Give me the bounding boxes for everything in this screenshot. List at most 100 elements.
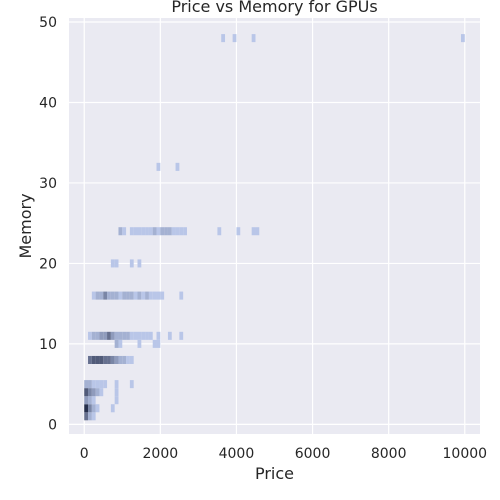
histogram-cell — [152, 227, 157, 236]
histogram-cell — [91, 396, 96, 405]
histogram-cell — [251, 34, 256, 43]
histogram-cell — [179, 291, 184, 300]
histogram-cell — [141, 291, 146, 300]
histogram-cell — [160, 291, 165, 300]
histogram-cell — [126, 291, 130, 300]
histogram-cells — [84, 34, 465, 421]
histogram-cell — [160, 227, 165, 236]
plot-background — [69, 18, 480, 434]
histogram-cell — [114, 396, 119, 405]
histogram-cell — [129, 331, 134, 340]
histogram-cell — [137, 259, 142, 268]
histogram-cell — [84, 396, 89, 405]
histogram-cell — [183, 227, 187, 236]
histogram-cell — [175, 227, 180, 236]
y-tick-label: 40 — [39, 95, 57, 111]
x-tick-label: 8000 — [371, 446, 407, 462]
histogram-cell — [460, 34, 465, 43]
histogram-cell — [133, 331, 138, 340]
histogram-cell — [114, 331, 119, 340]
histogram-cell — [133, 227, 138, 236]
histogram-cell — [122, 355, 127, 364]
histogram-cell — [99, 380, 104, 389]
histogram-cell — [167, 227, 172, 236]
histogram-cell — [84, 404, 89, 413]
histogram-cell — [107, 291, 111, 300]
histogram-cell — [221, 34, 226, 43]
histogram-cell — [88, 396, 92, 405]
histogram-cell — [88, 331, 92, 340]
histogram-cell — [137, 227, 142, 236]
histogram-cell — [118, 355, 123, 364]
histogram-cell — [141, 331, 146, 340]
histogram-cell — [110, 259, 115, 268]
histogram-cell — [114, 291, 119, 300]
histogram-cell — [110, 291, 115, 300]
histogram-cell — [114, 259, 119, 268]
histogram-cell — [145, 227, 149, 236]
histogram-cell — [91, 331, 96, 340]
histogram-cell — [175, 162, 180, 171]
histogram-cell — [129, 355, 134, 364]
histogram-cell — [95, 331, 100, 340]
histogram-cell — [91, 291, 96, 300]
histogram-cell — [126, 355, 130, 364]
histogram-cell — [114, 355, 119, 364]
x-tick-label: 0 — [80, 446, 89, 462]
x-tick-labels: 0 2000 4000 6000 8000 10000 — [80, 446, 487, 462]
histogram-cell — [110, 404, 115, 413]
histogram-cell — [88, 388, 92, 397]
histogram-cell — [84, 380, 89, 389]
histogram-cell — [179, 227, 184, 236]
histogram-cell — [122, 331, 127, 340]
histogram-cell — [99, 355, 104, 364]
x-tick-label: 10000 — [443, 446, 488, 462]
y-tick-label: 30 — [39, 176, 57, 192]
histogram-cell — [156, 227, 161, 236]
histogram-cell — [103, 380, 108, 389]
histogram-cell — [118, 227, 123, 236]
histogram-cell — [145, 331, 149, 340]
histogram-cell — [167, 331, 172, 340]
histogram-cell — [137, 291, 142, 300]
histogram-cell — [84, 412, 89, 421]
histogram-cell — [164, 227, 168, 236]
histogram-cell — [118, 291, 123, 300]
histogram-cell — [122, 291, 127, 300]
histogram-cell — [99, 388, 104, 397]
histogram-cell — [171, 227, 176, 236]
histogram-cell — [137, 331, 142, 340]
histogram-cell — [114, 380, 119, 389]
histogram-cell — [156, 291, 161, 300]
x-axis-label: Price — [255, 464, 294, 483]
histogram-cell — [99, 291, 104, 300]
histogram-cell — [129, 227, 134, 236]
histogram-cell — [129, 291, 134, 300]
histogram-cell — [95, 404, 100, 413]
histogram-cell — [148, 227, 153, 236]
y-axis-label: Memory — [16, 193, 35, 258]
histogram-cell — [95, 380, 100, 389]
x-tick-label: 4000 — [219, 446, 255, 462]
histogram-cell — [152, 339, 157, 348]
histogram-cell — [129, 380, 134, 389]
histogram-cell — [118, 331, 123, 340]
x-tick-label: 6000 — [295, 446, 331, 462]
y-tick-label: 10 — [39, 337, 57, 353]
histogram-cell — [110, 355, 115, 364]
y-tick-label: 20 — [39, 256, 57, 272]
histogram-cell — [126, 331, 130, 340]
histogram-cell — [91, 355, 96, 364]
histogram-cell — [152, 291, 157, 300]
histogram-cell — [114, 339, 119, 348]
histogram-cell — [103, 291, 108, 300]
y-tick-labels: 0 10 20 30 40 50 — [39, 15, 57, 433]
histogram-cell — [179, 331, 184, 340]
histogram-cell — [145, 291, 149, 300]
histogram-cell — [255, 227, 260, 236]
histogram-cell — [232, 34, 237, 43]
y-tick-label: 0 — [48, 417, 57, 433]
histogram-cell — [88, 412, 92, 421]
